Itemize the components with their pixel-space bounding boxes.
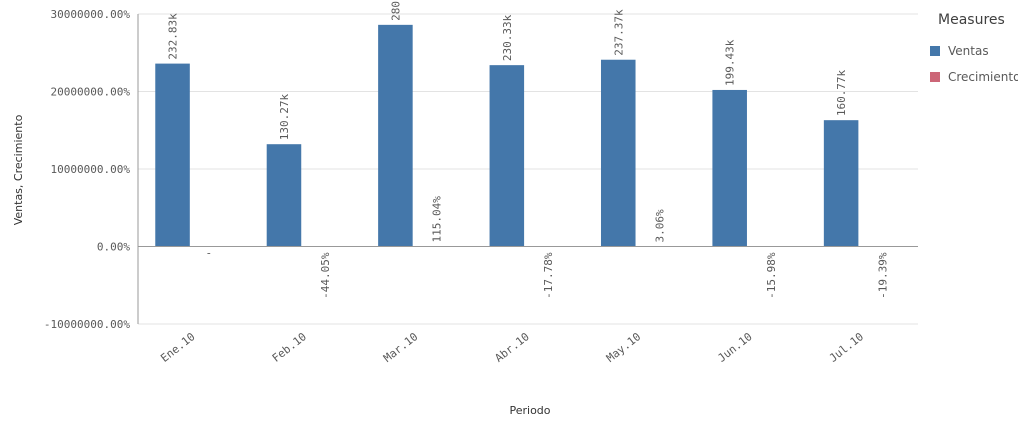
legend-item-crecimiento[interactable]: Crecimiento [930, 64, 1018, 90]
data-label-ventas: 130.27k [278, 93, 291, 140]
bar-ventas [155, 63, 190, 247]
data-label-crecimiento: - [205, 247, 212, 260]
bar-ventas [266, 144, 302, 247]
data-label-crecimiento: -44.05% [319, 252, 332, 299]
legend-swatch-ventas [930, 46, 940, 56]
bar-ventas [378, 24, 413, 247]
bar-ventas [489, 65, 525, 247]
data-labels: 232.83k - 130.27k -44.05% 280.14k 115.04% 230.… [167, 0, 890, 299]
data-label-crecimiento: -15.98% [765, 252, 778, 299]
data-label-ventas: 199.43k [724, 39, 737, 86]
data-label-ventas: 160.77k [835, 69, 848, 116]
bars [155, 24, 859, 247]
data-label-crecimiento: -17.78% [542, 252, 555, 299]
legend-label-ventas: Ventas [948, 44, 989, 58]
data-label-ventas: 230.33k [501, 14, 514, 61]
legend-title: Measures [938, 12, 1005, 28]
x-tick-label: Jun.10 [715, 330, 754, 365]
bar-ventas [600, 59, 636, 247]
legend-swatch-crecimiento [930, 72, 940, 82]
x-tick-label: Abr.10 [493, 330, 532, 365]
data-label-crecimiento: -19.39% [876, 252, 889, 299]
x-tick-label: Mar.10 [381, 330, 420, 365]
data-label-ventas: 280.14k [389, 0, 402, 21]
legend: Measures Ventas Crecimiento [928, 12, 1018, 90]
y-tick-label: 10000000.00% [51, 163, 131, 176]
y-tick-label: -10000000.00% [44, 318, 130, 331]
y-axis-ticks: 30000000.00% 20000000.00% 10000000.00% 0.00… [44, 8, 130, 331]
y-tick-label: 30000000.00% [51, 8, 131, 21]
legend-item-ventas[interactable]: Ventas [930, 38, 1018, 64]
data-label-crecimiento: 115.04% [431, 196, 444, 243]
legend-label-crecimiento: Crecimiento [948, 70, 1018, 84]
bar-ventas [712, 89, 747, 247]
data-label-ventas: 232.83k [167, 13, 180, 60]
x-axis-ticks: Ene.10 Feb.10 Mar.10 Abr.10 May.10 Jun.10 Jul.… [158, 330, 866, 365]
data-label-crecimiento: 3.06% [653, 209, 666, 242]
x-tick-label: May.10 [604, 330, 643, 365]
x-tick-label: Jul.10 [827, 330, 866, 365]
bar-ventas [823, 120, 859, 247]
x-tick-label: Ene.10 [158, 330, 197, 365]
y-tick-label: 20000000.00% [51, 86, 131, 99]
gridlines [138, 13, 918, 325]
y-axis-title: Ventas, Crecimiento [12, 114, 25, 225]
data-label-ventas: 237.37k [612, 9, 625, 56]
x-axis-title: Periodo [509, 404, 550, 417]
y-tick-label: 0.00% [97, 241, 130, 254]
x-tick-label: Feb.10 [270, 330, 309, 365]
